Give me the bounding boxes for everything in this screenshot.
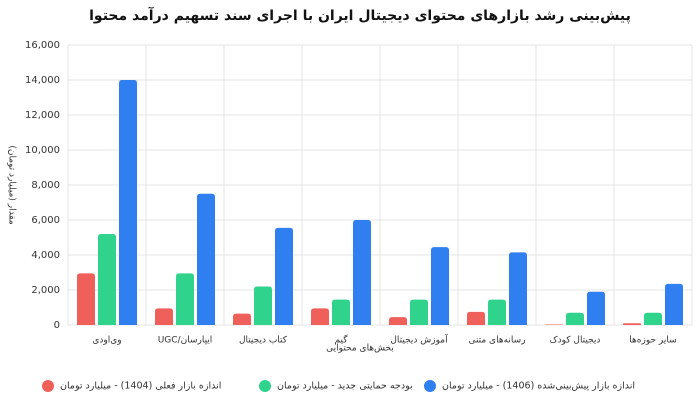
bar: [587, 291, 605, 325]
x-tick-label: وی‌اودی: [92, 336, 121, 346]
bar: [488, 299, 506, 325]
legend-marker: [42, 380, 54, 392]
bar: [389, 317, 407, 325]
legend-label: بودجه حمایتی جدید - میلیارد تومان: [277, 381, 413, 392]
bar: [254, 286, 272, 325]
bar: [410, 299, 428, 325]
bar: [545, 324, 563, 325]
bar: [176, 273, 194, 325]
y-tick-label: 6,000: [31, 215, 60, 226]
bar: [233, 313, 251, 325]
x-tick-label: گیم: [335, 334, 349, 346]
legend-marker: [259, 380, 271, 392]
bar: [155, 308, 173, 325]
chart-title: پیش‌بینی رشد بازارهای محتوای دیجیتال ایر…: [89, 6, 631, 24]
bar: [197, 193, 215, 325]
bar: [119, 80, 137, 325]
bar: [467, 311, 485, 325]
x-tick-label: کتاب دیجیتال: [239, 336, 288, 346]
y-tick-label: 2,000: [31, 285, 60, 296]
legend-label: اندازه بازار پیش‌بینی‌شده (1406) - میلیا…: [442, 381, 635, 392]
bar: [431, 247, 449, 325]
bar: [275, 227, 293, 325]
y-tick-label: 16,000: [25, 40, 60, 51]
bar: [623, 323, 641, 325]
bar: [311, 308, 329, 325]
y-tick-label: 4,000: [31, 250, 60, 261]
x-axis-label: بخش‌های محتوایی: [326, 344, 394, 354]
y-axis-label: مقدار (میلیارد تومان): [7, 145, 17, 225]
bar: [644, 312, 662, 325]
y-tick-label: 14,000: [25, 75, 60, 86]
bar: [566, 312, 584, 325]
y-tick-label: 8,000: [31, 180, 60, 191]
x-tick-label: سایر حوزه‌ها: [629, 336, 676, 346]
legend-marker: [424, 380, 436, 392]
y-tick-label: 12,000: [25, 110, 60, 121]
y-tick-label: 10,000: [25, 145, 60, 156]
bar: [77, 273, 95, 325]
x-tick-label: دیجیتال کودک: [550, 335, 601, 346]
x-tick-label: رسانه‌های متنی: [468, 336, 525, 346]
bar: [332, 299, 350, 325]
bar: [98, 234, 116, 325]
x-tick-label: آموزش دیجیتال: [390, 334, 448, 346]
bar: [665, 283, 683, 325]
x-tick-label: UGC/ایپارسان: [158, 336, 213, 346]
legend-label: اندازه بازار فعلی (1404) - میلیارد تومان: [60, 381, 221, 392]
y-tick-label: 0: [54, 320, 60, 331]
bar: [353, 220, 371, 325]
bar: [509, 252, 527, 325]
